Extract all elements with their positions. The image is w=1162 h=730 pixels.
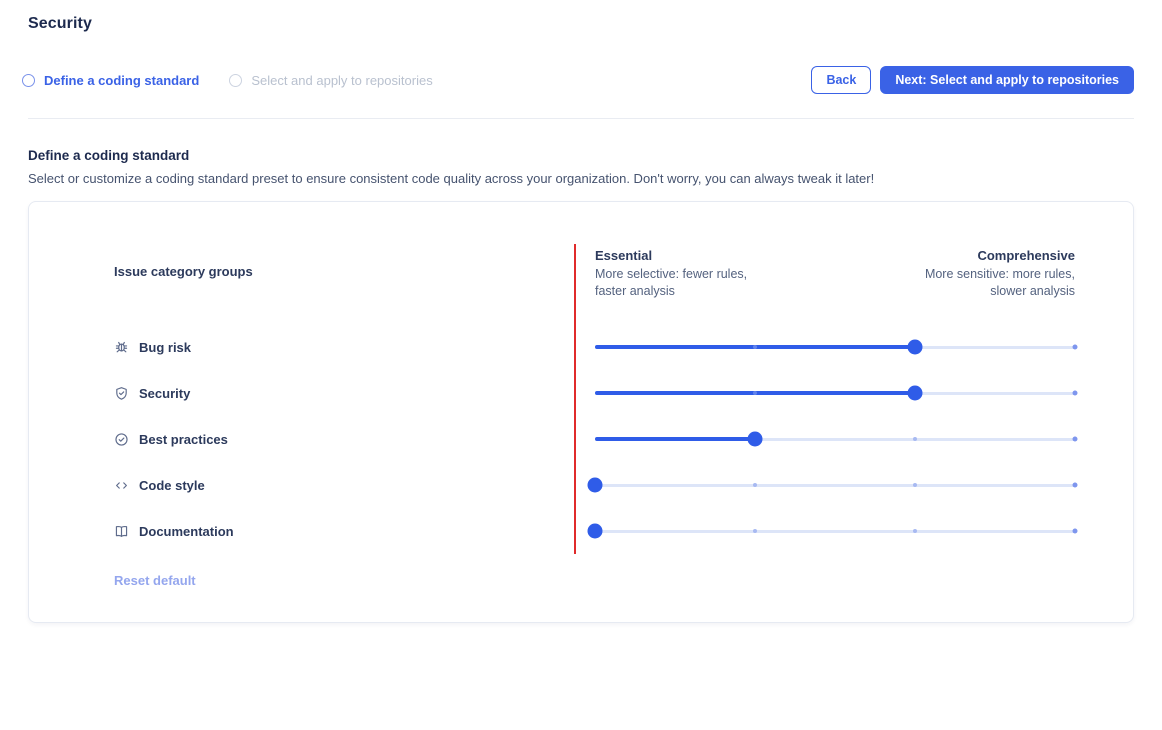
scale-essential-subtitle: More selective: fewer rules, faster anal… bbox=[595, 267, 748, 298]
scale-comprehensive: Comprehensive More sensitive: more rules… bbox=[925, 248, 1075, 300]
slider-track[interactable] bbox=[595, 528, 1078, 534]
slider-tick bbox=[752, 391, 757, 395]
slider-tick bbox=[912, 483, 917, 487]
slider-tick bbox=[1072, 528, 1078, 534]
slider-block: Issue category groups Essential More sel… bbox=[86, 242, 1078, 554]
section-heading: Define a coding standard bbox=[28, 148, 190, 163]
next-button[interactable]: Next: Select and apply to repositories bbox=[880, 66, 1134, 94]
radio-icon[interactable] bbox=[229, 73, 243, 87]
step-define-coding-standard[interactable]: Define a coding standard bbox=[22, 73, 199, 88]
slider-tick bbox=[1072, 482, 1078, 488]
scale-essential-title: Essential bbox=[595, 248, 653, 263]
scale-essential: Essential More selective: fewer rules, f… bbox=[595, 248, 747, 300]
category-label-cell: Bug risk bbox=[86, 340, 595, 355]
category-label: Documentation bbox=[139, 523, 234, 539]
step-select-and-apply[interactable]: Select and apply to repositories bbox=[229, 72, 433, 88]
category-rows: Bug risk Security bbox=[86, 324, 1078, 554]
shield-check-icon bbox=[114, 386, 129, 401]
slider-tick bbox=[752, 529, 757, 533]
slider-tick bbox=[752, 345, 757, 349]
bug-icon bbox=[114, 340, 129, 355]
action-buttons: Back Next: Select and apply to repositor… bbox=[811, 66, 1134, 94]
essential-guide-line bbox=[574, 244, 576, 554]
slider-tick bbox=[912, 437, 917, 441]
category-slider[interactable] bbox=[595, 416, 1078, 462]
slider-tick bbox=[752, 483, 757, 487]
scale-header: Essential More selective: fewer rules, f… bbox=[595, 242, 1075, 300]
scale-comprehensive-title: Comprehensive bbox=[977, 248, 1075, 263]
category-slider-cell bbox=[587, 508, 1078, 554]
check-circle-icon bbox=[114, 432, 129, 447]
slider-fill bbox=[595, 437, 755, 441]
category-row: Best practices bbox=[86, 416, 1078, 462]
slider-track[interactable] bbox=[595, 436, 1078, 442]
slider-knob[interactable] bbox=[587, 477, 603, 493]
page-title: Security bbox=[28, 15, 92, 32]
panel-header: Issue category groups Essential More sel… bbox=[86, 242, 1075, 324]
stepper-toolbar: Define a coding standard Select and appl… bbox=[22, 66, 1134, 94]
category-slider-cell bbox=[587, 462, 1078, 508]
coding-standard-card: Issue category groups Essential More sel… bbox=[28, 201, 1134, 623]
slider-knob[interactable] bbox=[747, 431, 763, 447]
category-label-cell: Code style bbox=[86, 478, 595, 493]
category-slider[interactable] bbox=[587, 508, 1078, 554]
category-slider-cell bbox=[595, 370, 1078, 416]
category-slider-cell bbox=[595, 416, 1078, 462]
back-button[interactable]: Back bbox=[811, 66, 872, 94]
category-slider[interactable] bbox=[595, 324, 1078, 370]
slider-knob[interactable] bbox=[907, 339, 923, 355]
category-row: Security bbox=[86, 370, 1078, 416]
category-slider-cell bbox=[595, 324, 1078, 370]
category-slider[interactable] bbox=[587, 462, 1078, 508]
category-row: Documentation bbox=[86, 508, 1078, 554]
slider-tick bbox=[1072, 390, 1078, 396]
slider-knob[interactable] bbox=[907, 385, 923, 401]
category-label: Best practices bbox=[139, 431, 228, 447]
slider-tick bbox=[1072, 436, 1078, 442]
category-label-cell: Security bbox=[86, 386, 595, 401]
issue-category-groups-label: Issue category groups bbox=[114, 264, 253, 279]
category-label: Security bbox=[139, 385, 191, 401]
slider-knob[interactable] bbox=[587, 523, 603, 539]
scale-comprehensive-subtitle: More sensitive: more rules, slower analy… bbox=[924, 267, 1075, 298]
category-row: Code style bbox=[86, 462, 1078, 508]
step-label: Define a coding standard bbox=[44, 72, 200, 88]
slider-track[interactable] bbox=[595, 344, 1078, 350]
slider-track[interactable] bbox=[595, 390, 1078, 396]
book-icon bbox=[114, 524, 129, 539]
divider bbox=[28, 118, 1134, 119]
category-label-cell: Best practices bbox=[86, 432, 595, 447]
category-label-cell: Documentation bbox=[86, 524, 595, 539]
radio-icon[interactable] bbox=[22, 73, 35, 87]
section-description: Select or customize a coding standard pr… bbox=[28, 171, 875, 186]
slider-tick bbox=[912, 529, 917, 533]
step-label: Select and apply to repositories bbox=[251, 72, 433, 88]
stepper: Define a coding standard Select and appl… bbox=[22, 73, 433, 88]
slider-track[interactable] bbox=[595, 482, 1078, 488]
category-label: Bug risk bbox=[139, 339, 192, 355]
category-slider[interactable] bbox=[595, 370, 1078, 416]
category-row: Bug risk bbox=[86, 324, 1078, 370]
reset-default-link[interactable]: Reset default bbox=[114, 573, 196, 588]
category-label: Code style bbox=[139, 477, 205, 493]
section-header: Define a coding standard Select or custo… bbox=[28, 148, 1134, 186]
reset-row: Reset default bbox=[86, 572, 1075, 590]
slider-tick bbox=[1072, 344, 1078, 350]
security-settings-page: Security Define a coding standard Select… bbox=[0, 15, 1162, 623]
code-icon bbox=[114, 478, 129, 493]
